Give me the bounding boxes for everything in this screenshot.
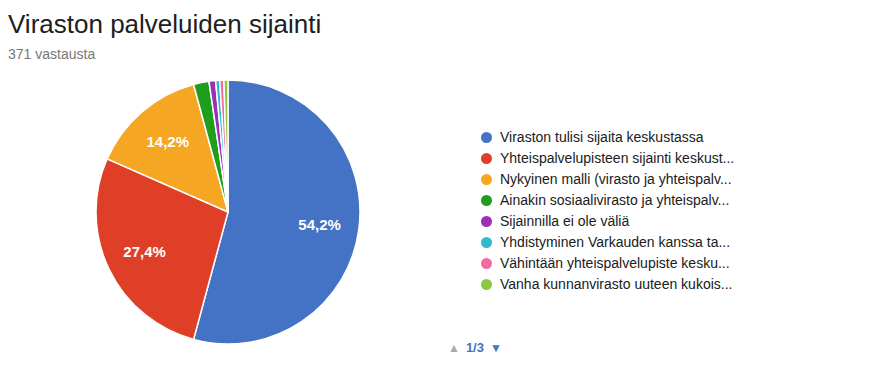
html-text:Viraston palveluiden sijainti: Viraston palveluiden sijainti <box>8 9 322 39</box>
html-text:Yhteispalvelupisteen sijainti: Yhteispalvelupisteen sijainti keskust... <box>500 149 735 166</box>
svg-text:14,2%: 14,2% <box>146 133 189 150</box>
html-text:Nykyinen malli (virasto ja yht: Nykyinen malli (virasto ja yhteispalv... <box>500 170 732 187</box>
html-text:Ainakin sosiaalivirasto ja yht: Ainakin sosiaalivirasto ja yhteispalv... <box>500 191 730 208</box>
html-text:Sijainnilla ei ole väliä: Sijainnilla ei ole väliä <box>500 212 630 229</box>
html-text:Vanha kunnanvirasto uuteen kuk: Vanha kunnanvirasto uuteen kukois... <box>500 275 733 292</box>
svg-text:54,2%: 54,2% <box>298 216 341 233</box>
html-text:Vähintään yhteispalvelupiste k: Vähintään yhteispalvelupiste kesku... <box>500 254 730 271</box>
svg-text:27,4%: 27,4% <box>123 243 166 260</box>
html-text:371 vastausta: 371 vastausta <box>8 46 96 62</box>
html-text:▲ 1/3: ▲ 1/3 <box>448 340 484 355</box>
html-text:Yhdistyminen Varkauden kanssa: Yhdistyminen Varkauden kanssa ta... <box>500 233 731 250</box>
html-text:Viraston tulisi sijaita keskus: Viraston tulisi sijaita keskustassa <box>500 128 704 145</box>
